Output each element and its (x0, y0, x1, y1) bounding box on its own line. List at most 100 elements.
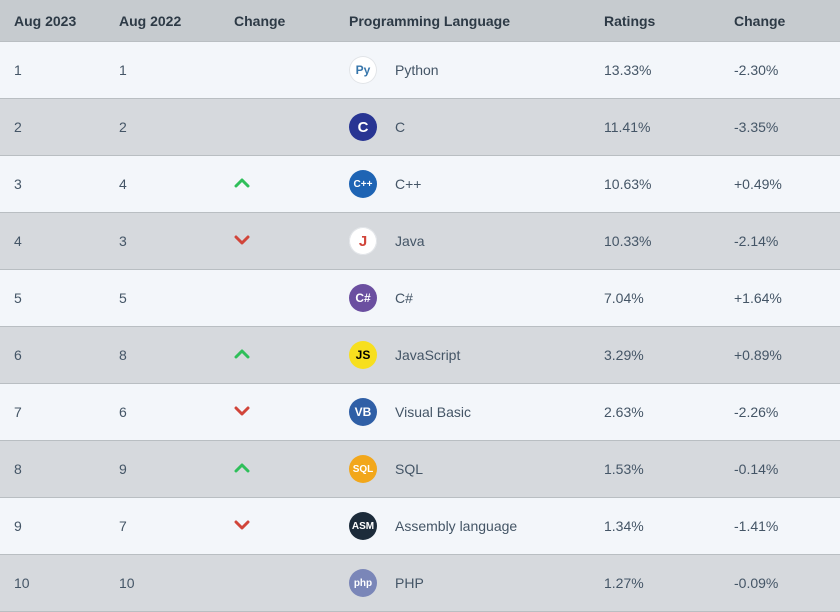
cell-change-direction (220, 327, 335, 384)
cell-ratings-change: -2.26% (720, 384, 840, 441)
language-logo-icon: php (349, 569, 377, 597)
cell-rank-2022: 3 (105, 213, 220, 270)
cell-language: J Java (335, 213, 590, 270)
cell-rank-2023: 2 (0, 99, 105, 156)
cell-rank-2022: 9 (105, 441, 220, 498)
language-name: C++ (395, 176, 421, 193)
cell-language: Py Python (335, 42, 590, 99)
cell-change-direction (220, 156, 335, 213)
cell-rank-2022: 10 (105, 555, 220, 612)
language-logo-icon: JS (349, 341, 377, 369)
cell-change-direction (220, 441, 335, 498)
cell-change-direction (220, 42, 335, 99)
language-name: Visual Basic (395, 404, 471, 421)
cell-language: JS JavaScript (335, 327, 590, 384)
language-logo-icon: Py (349, 56, 377, 84)
chevron-down-icon (234, 405, 250, 417)
cell-ratings: 7.04% (590, 270, 720, 327)
language-name: Assembly language (395, 518, 517, 535)
cell-language: CC (335, 99, 590, 156)
language-name: C (395, 119, 405, 136)
cell-ratings: 10.63% (590, 156, 720, 213)
chevron-up-icon (234, 177, 250, 189)
table-row: 34 C++ C++ 10.63%+0.49% (0, 156, 840, 213)
table-row: 89SQLSQL1.53%-0.14% (0, 441, 840, 498)
cell-rank-2023: 3 (0, 156, 105, 213)
cell-change-direction (220, 99, 335, 156)
language-ranking-table: Aug 2023 Aug 2022 Change Programming Lan… (0, 0, 840, 612)
language-logo-icon: SQL (349, 455, 377, 483)
cell-rank-2023: 4 (0, 213, 105, 270)
cell-rank-2023: 6 (0, 327, 105, 384)
cell-ratings-change: +1.64% (720, 270, 840, 327)
language-name: C# (395, 290, 413, 307)
chevron-down-icon (234, 234, 250, 246)
cell-rank-2022: 5 (105, 270, 220, 327)
cell-change-direction (220, 555, 335, 612)
cell-language: ASM Assembly language (335, 498, 590, 555)
table-row: 55 C# C# 7.04%+1.64% (0, 270, 840, 327)
cell-ratings-change: -2.30% (720, 42, 840, 99)
language-logo-icon: C (349, 113, 377, 141)
table-row: 43 J Java 10.33%-2.14% (0, 213, 840, 270)
chevron-up-icon (234, 348, 250, 360)
col-header-ratings: Ratings (590, 1, 720, 42)
table-row: 11 Py Python 13.33%-2.30% (0, 42, 840, 99)
cell-rank-2023: 1 (0, 42, 105, 99)
cell-ratings: 1.53% (590, 441, 720, 498)
language-name: SQL (395, 461, 423, 478)
cell-rank-2023: 10 (0, 555, 105, 612)
cell-change-direction (220, 498, 335, 555)
cell-rank-2023: 7 (0, 384, 105, 441)
col-header-rank-2022: Aug 2022 (105, 1, 220, 42)
cell-language: C++ C++ (335, 156, 590, 213)
language-logo-icon: VB (349, 398, 377, 426)
cell-change-direction (220, 384, 335, 441)
language-logo-icon: C++ (349, 170, 377, 198)
col-header-change-direction: Change (220, 1, 335, 42)
chevron-down-icon (234, 519, 250, 531)
cell-language: C# C# (335, 270, 590, 327)
cell-language: VB Visual Basic (335, 384, 590, 441)
language-name: Java (395, 233, 425, 250)
cell-rank-2023: 9 (0, 498, 105, 555)
cell-ratings: 13.33% (590, 42, 720, 99)
language-logo-icon: ASM (349, 512, 377, 540)
cell-ratings-change: +0.49% (720, 156, 840, 213)
cell-rank-2022: 1 (105, 42, 220, 99)
cell-rank-2023: 8 (0, 441, 105, 498)
language-logo-icon: J (349, 227, 377, 255)
cell-ratings-change: -1.41% (720, 498, 840, 555)
cell-ratings-change: +0.89% (720, 327, 840, 384)
cell-ratings: 3.29% (590, 327, 720, 384)
language-name: Python (395, 62, 439, 79)
table-row: 97 ASM Assembly language 1.34%-1.41% (0, 498, 840, 555)
cell-language: SQL SQL (335, 441, 590, 498)
col-header-rank-2023: Aug 2023 (0, 1, 105, 42)
chevron-up-icon (234, 462, 250, 474)
cell-change-direction (220, 270, 335, 327)
col-header-ratings-change: Change (720, 1, 840, 42)
cell-ratings: 2.63% (590, 384, 720, 441)
cell-ratings: 11.41% (590, 99, 720, 156)
cell-ratings: 10.33% (590, 213, 720, 270)
cell-rank-2022: 4 (105, 156, 220, 213)
table-header-row: Aug 2023 Aug 2022 Change Programming Lan… (0, 1, 840, 42)
table-row: 1010phpPHP1.27%-0.09% (0, 555, 840, 612)
cell-ratings: 1.34% (590, 498, 720, 555)
col-header-language: Programming Language (335, 1, 590, 42)
cell-rank-2022: 8 (105, 327, 220, 384)
cell-rank-2022: 7 (105, 498, 220, 555)
table-row: 68 JS JavaScript 3.29%+0.89% (0, 327, 840, 384)
language-logo-icon: C# (349, 284, 377, 312)
cell-ratings-change: -2.14% (720, 213, 840, 270)
table-row: 22CC11.41%-3.35% (0, 99, 840, 156)
cell-ratings: 1.27% (590, 555, 720, 612)
cell-rank-2023: 5 (0, 270, 105, 327)
table-row: 76VBVisual Basic2.63%-2.26% (0, 384, 840, 441)
cell-ratings-change: -3.35% (720, 99, 840, 156)
language-name: JavaScript (395, 347, 460, 364)
language-name: PHP (395, 575, 424, 592)
cell-language: php PHP (335, 555, 590, 612)
cell-rank-2022: 2 (105, 99, 220, 156)
